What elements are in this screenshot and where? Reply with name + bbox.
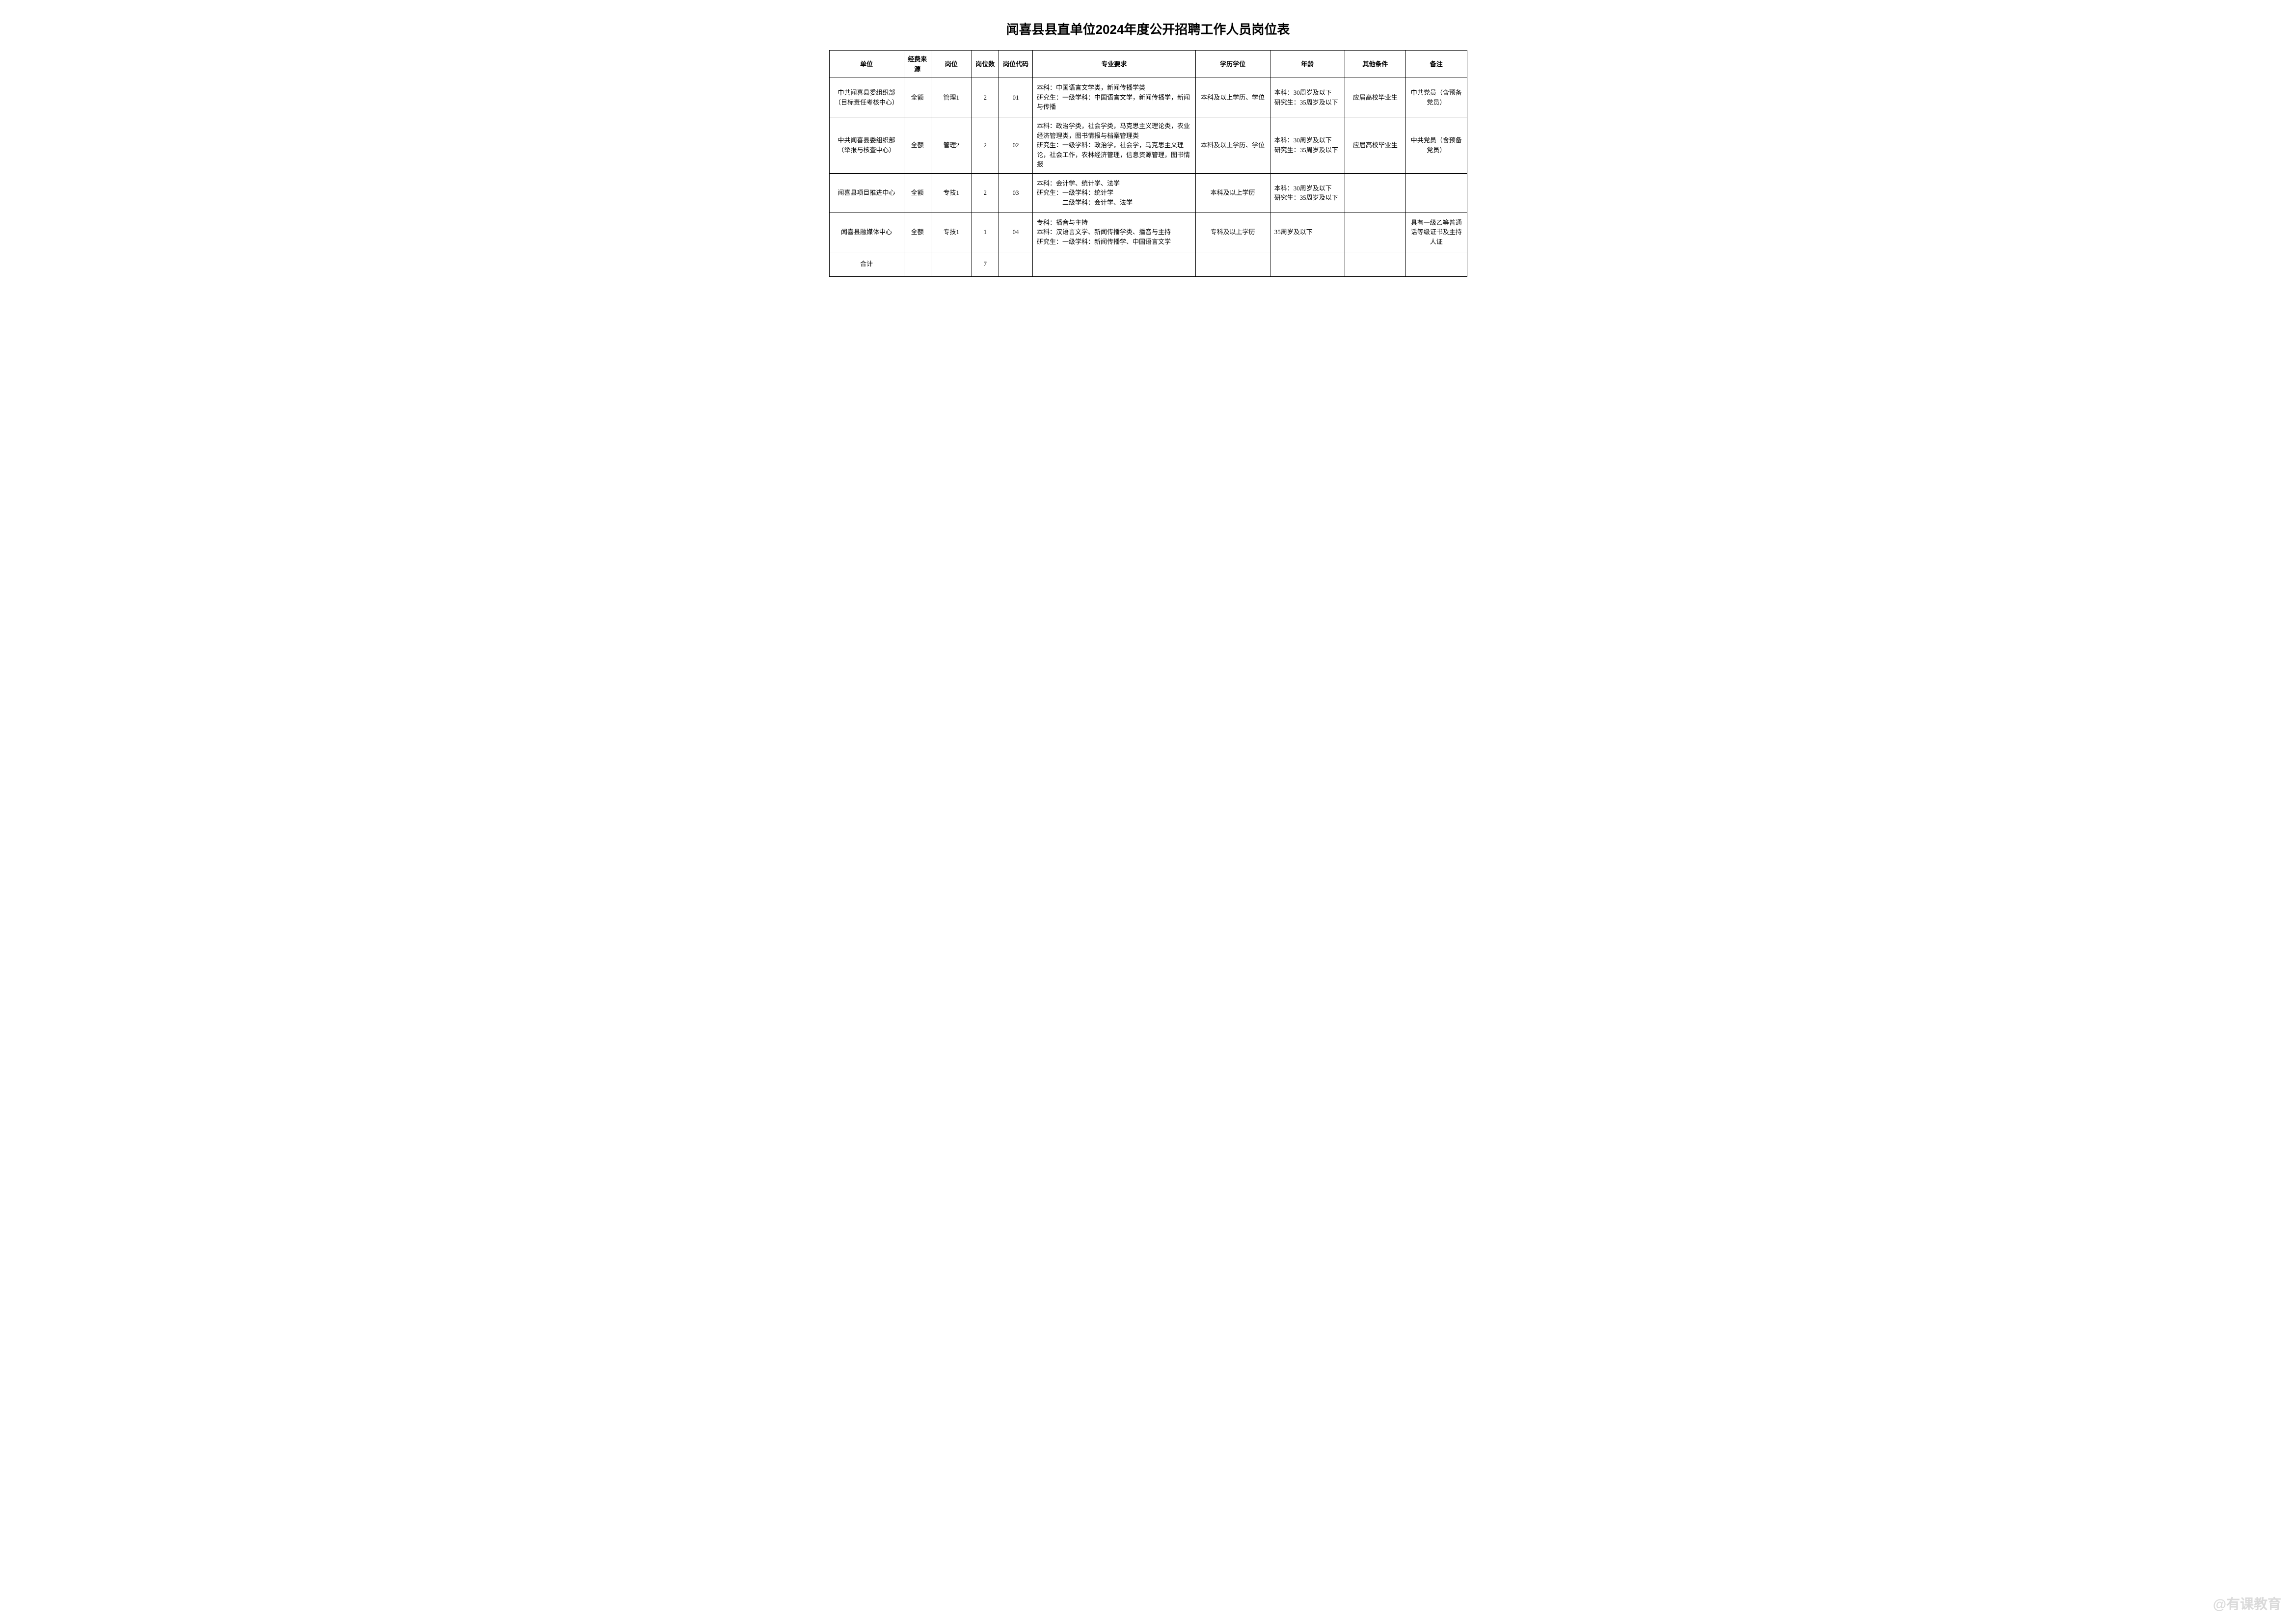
header-fund: 经费来源 <box>904 51 931 78</box>
table-header-row: 单位 经费来源 岗位 岗位数 岗位代码 专业要求 学历学位 年龄 其他条件 备注 <box>829 51 1467 78</box>
table-cell: 管理2 <box>931 117 972 174</box>
table-cell <box>1345 173 1405 213</box>
page-title: 闻喜县县直单位2024年度公开招聘工作人员岗位表 <box>829 20 1467 38</box>
header-unit: 单位 <box>829 51 904 78</box>
table-row: 中共闻喜县委组织部（目标责任考核中心）全额管理1201本科：中国语言文学类，新闻… <box>829 78 1467 117</box>
table-cell: 闻喜县项目推进中心 <box>829 173 904 213</box>
table-cell: 全额 <box>904 78 931 117</box>
table-cell: 01 <box>999 78 1032 117</box>
table-cell: 03 <box>999 173 1032 213</box>
table-cell: 本科及以上学历、学位 <box>1195 78 1270 117</box>
document-page: 闻喜县县直单位2024年度公开招聘工作人员岗位表 单位 经费来源 岗位 岗位数 … <box>829 20 1467 277</box>
table-row: 闻喜县项目推进中心全额专技1203本科：会计学、统计学、法学 研究生：一级学科：… <box>829 173 1467 213</box>
header-edu: 学历学位 <box>1195 51 1270 78</box>
table-cell: 本科及以上学历、学位 <box>1195 117 1270 174</box>
table-cell: 具有一级乙等普通话等级证书及主持人证 <box>1406 213 1467 252</box>
table-cell <box>1345 252 1405 276</box>
table-cell: 本科：30周岁及以下 研究生：35周岁及以下 <box>1270 78 1345 117</box>
table-cell: 35周岁及以下 <box>1270 213 1345 252</box>
table-cell: 专技1 <box>931 173 972 213</box>
table-cell: 闻喜县融媒体中心 <box>829 213 904 252</box>
table-cell <box>1406 173 1467 213</box>
header-other: 其他条件 <box>1345 51 1405 78</box>
header-note: 备注 <box>1406 51 1467 78</box>
header-age: 年龄 <box>1270 51 1345 78</box>
table-cell <box>1033 252 1196 276</box>
table-row: 中共闻喜县委组织部（举报与核查中心）全额管理2202本科：政治学类，社会学类，马… <box>829 117 1467 174</box>
table-cell: 合计 <box>829 252 904 276</box>
header-code: 岗位代码 <box>999 51 1032 78</box>
table-cell: 2 <box>972 173 999 213</box>
table-cell: 中共闻喜县委组织部（目标责任考核中心） <box>829 78 904 117</box>
table-body: 中共闻喜县委组织部（目标责任考核中心）全额管理1201本科：中国语言文学类，新闻… <box>829 78 1467 277</box>
table-cell: 2 <box>972 117 999 174</box>
table-total-row: 合计 7 <box>829 252 1467 276</box>
table-cell: 专科：播音与主持 本科：汉语言文学、新闻传播学类、播音与主持 研究生：一级学科：… <box>1033 213 1196 252</box>
table-cell: 中共闻喜县委组织部（举报与核查中心） <box>829 117 904 174</box>
table-row: 闻喜县融媒体中心全额专技1104专科：播音与主持 本科：汉语言文学、新闻传播学类… <box>829 213 1467 252</box>
table-cell <box>1270 252 1345 276</box>
table-cell <box>1195 252 1270 276</box>
table-cell: 本科：会计学、统计学、法学 研究生：一级学科：统计学 二级学科：会计学、法学 <box>1033 173 1196 213</box>
table-cell: 应届高校毕业生 <box>1345 117 1405 174</box>
header-major: 专业要求 <box>1033 51 1196 78</box>
header-post: 岗位 <box>931 51 972 78</box>
table-cell: 02 <box>999 117 1032 174</box>
table-cell: 本科：30周岁及以下 研究生：35周岁及以下 <box>1270 117 1345 174</box>
table-cell <box>1406 252 1467 276</box>
table-cell: 04 <box>999 213 1032 252</box>
table-cell <box>904 252 931 276</box>
table-cell: 本科及以上学历 <box>1195 173 1270 213</box>
table-cell: 1 <box>972 213 999 252</box>
table-cell <box>931 252 972 276</box>
header-count: 岗位数 <box>972 51 999 78</box>
table-cell: 全额 <box>904 213 931 252</box>
table-cell: 中共党员（含预备党员） <box>1406 117 1467 174</box>
table-cell: 7 <box>972 252 999 276</box>
table-cell <box>1345 213 1405 252</box>
table-cell: 专科及以上学历 <box>1195 213 1270 252</box>
table-cell: 本科：中国语言文学类，新闻传播学类 研究生：一级学科：中国语言文学，新闻传播学，… <box>1033 78 1196 117</box>
table-cell: 本科：30周岁及以下 研究生：35周岁及以下 <box>1270 173 1345 213</box>
table-cell: 全额 <box>904 117 931 174</box>
table-cell <box>999 252 1032 276</box>
table-cell: 专技1 <box>931 213 972 252</box>
positions-table: 单位 经费来源 岗位 岗位数 岗位代码 专业要求 学历学位 年龄 其他条件 备注… <box>829 50 1467 277</box>
table-cell: 中共党员（含预备党员） <box>1406 78 1467 117</box>
table-cell: 本科：政治学类，社会学类，马克思主义理论类，农业经济管理类，图书情报与档案管理类… <box>1033 117 1196 174</box>
watermark-text: @有课教育 <box>2213 1594 2281 1613</box>
table-cell: 全额 <box>904 173 931 213</box>
table-cell: 应届高校毕业生 <box>1345 78 1405 117</box>
table-cell: 2 <box>972 78 999 117</box>
table-cell: 管理1 <box>931 78 972 117</box>
